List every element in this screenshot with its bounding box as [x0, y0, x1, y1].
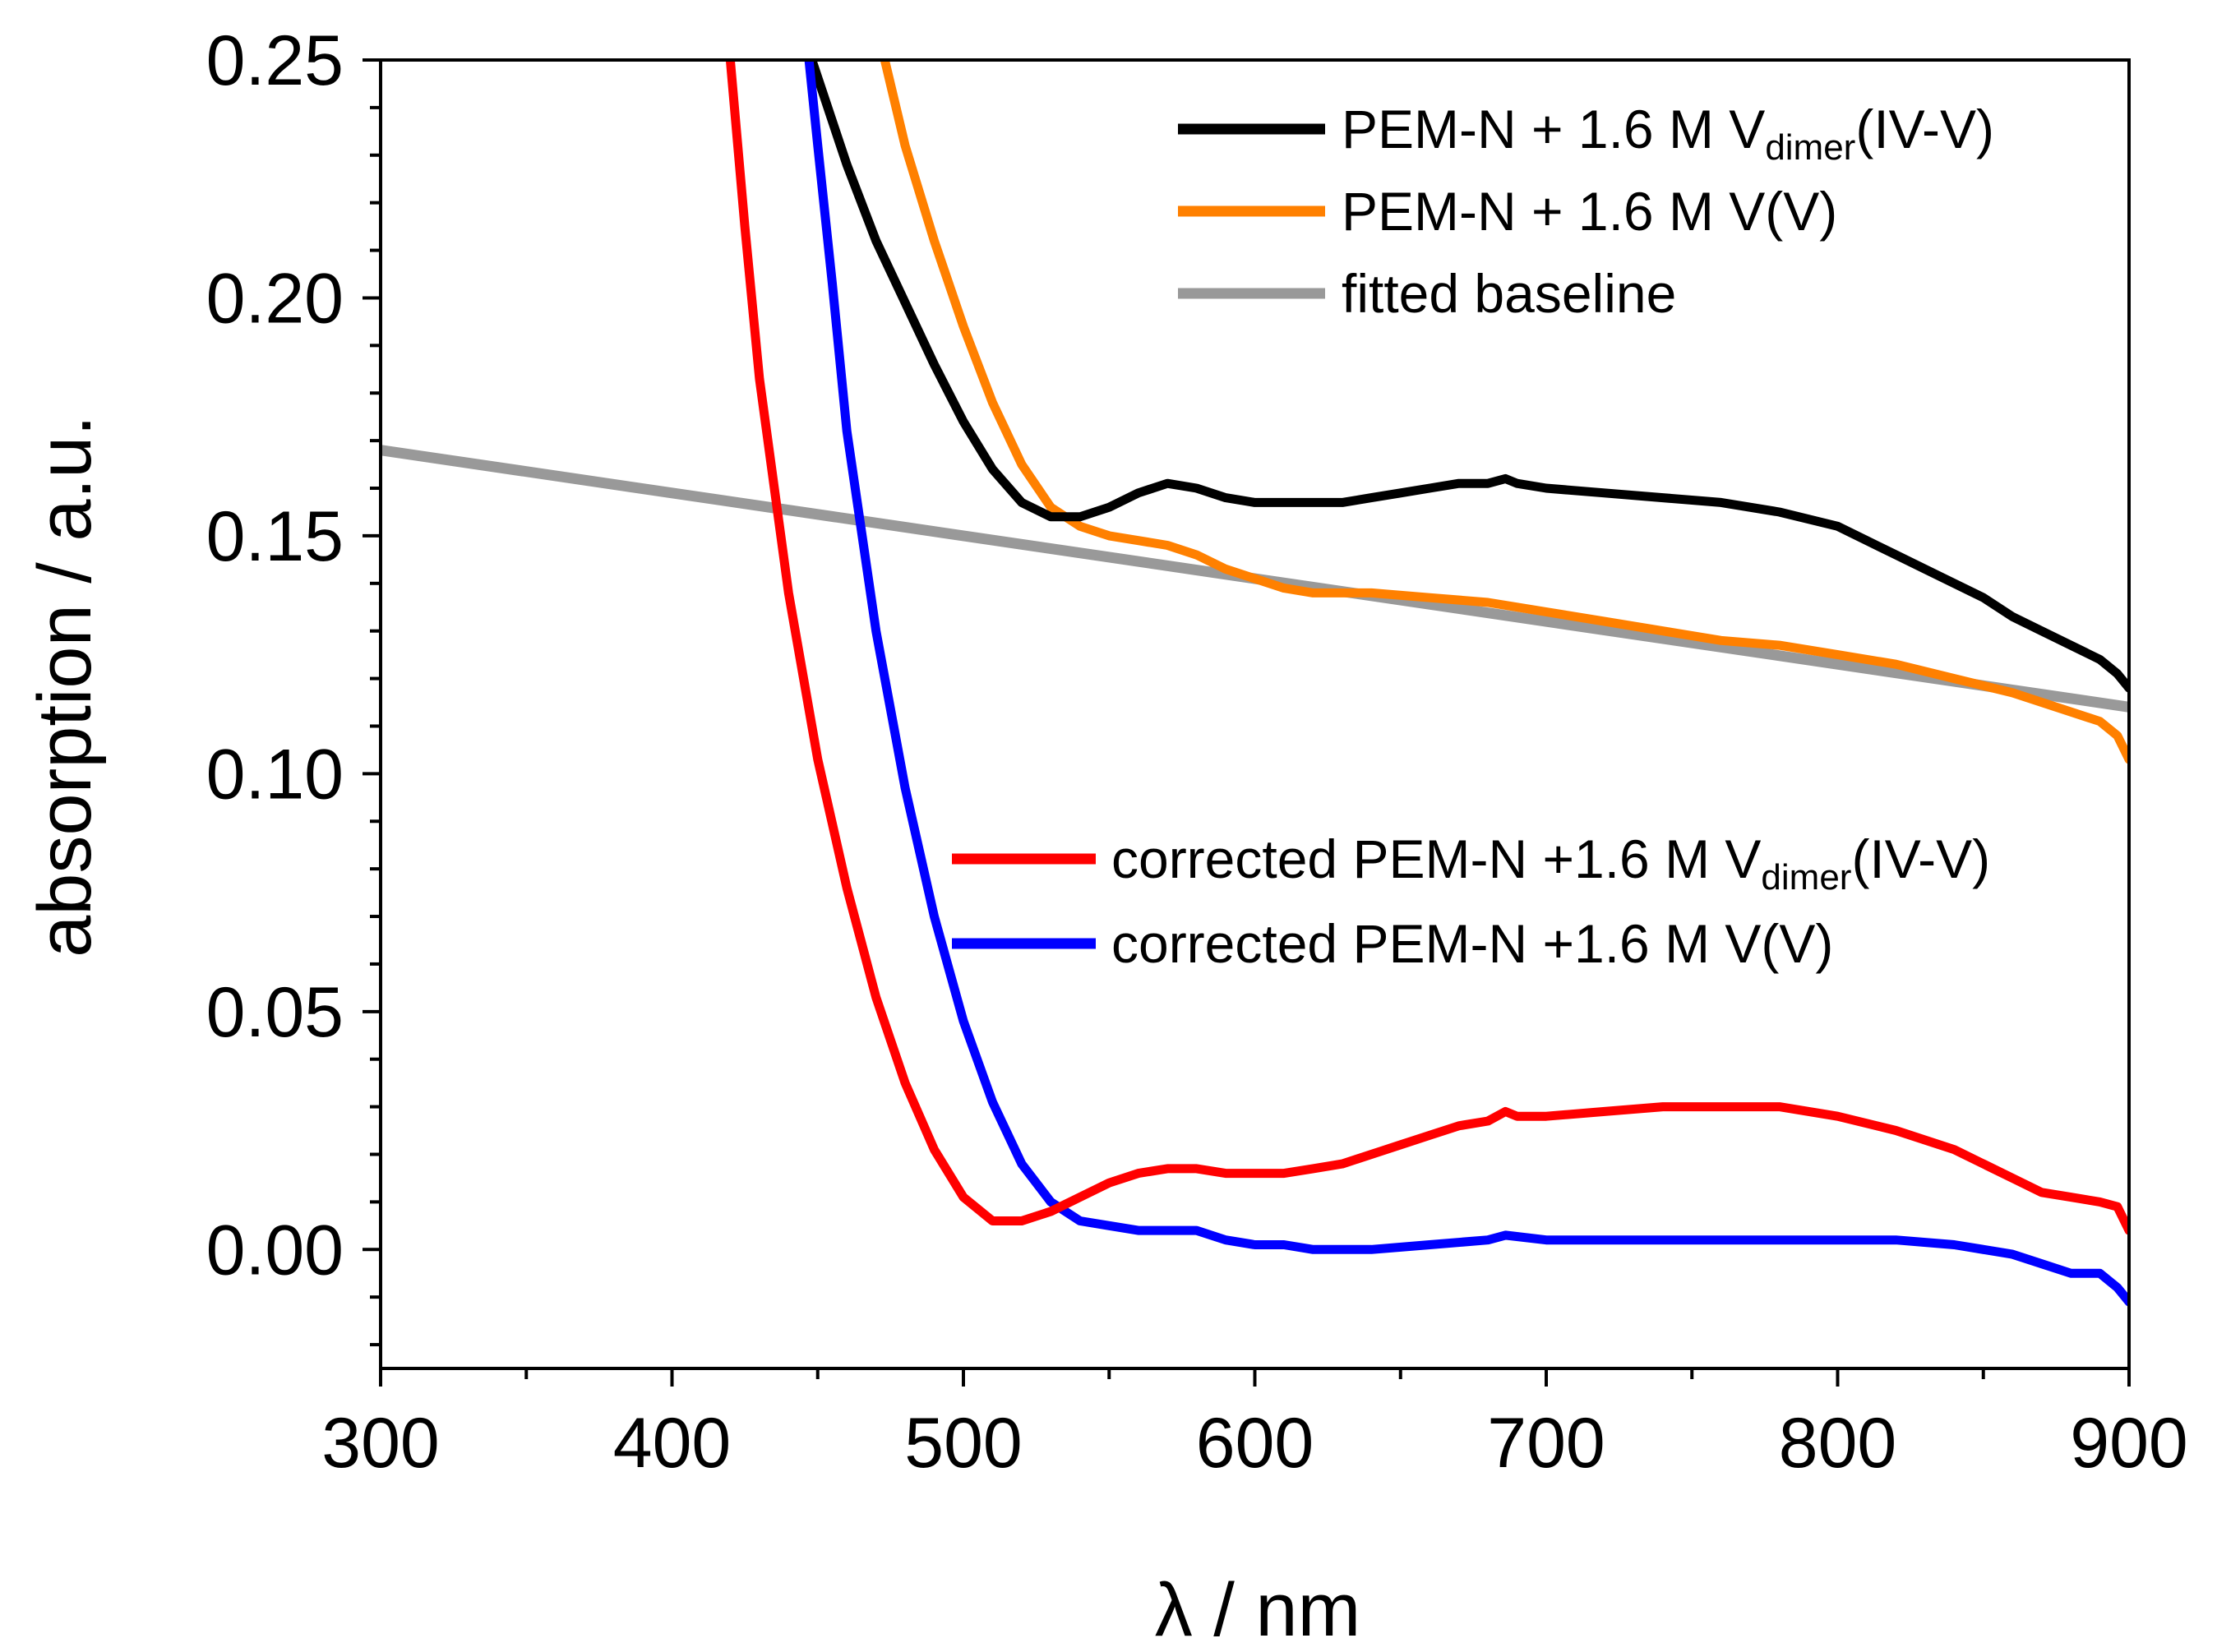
y-axis-title: absorption / a.u. — [23, 415, 107, 958]
x-tick-label: 700 — [1487, 1404, 1605, 1483]
x-tick-label: 500 — [904, 1404, 1023, 1483]
series-line-4 — [725, 60, 2129, 1235]
legend-lower-label-1: corrected PEM-N +1.6 M Vdimer(IV-V) — [1111, 828, 1990, 898]
legend-label-subscript: dimer — [1761, 857, 1851, 898]
legend-label-main: fitted baseline — [1342, 263, 1676, 324]
y-tick-label: 0.25 — [206, 21, 344, 100]
series-line-5 — [804, 60, 2129, 1307]
legend-label-main: PEM-N + 1.6 M V — [1342, 99, 1765, 159]
x-tick-label: 400 — [613, 1404, 732, 1483]
x-tick-label: 900 — [2070, 1404, 2188, 1483]
y-tick-label: 0.15 — [206, 497, 344, 576]
legend-upper-label-2: PEM-N + 1.6 M V(V) — [1342, 181, 1837, 242]
legend-label-subscript: dimer — [1765, 127, 1855, 168]
legend-upper-label-1: PEM-N + 1.6 M Vdimer(IV-V) — [1342, 99, 1994, 168]
y-tick-label: 0.20 — [206, 259, 344, 338]
series-line-1 — [807, 60, 2129, 693]
legend-label-suffix: (IV-V) — [1851, 828, 1990, 889]
x-tick-label: 300 — [321, 1404, 440, 1483]
y-tick-label: 0.05 — [206, 973, 344, 1052]
y-tick-label: 0.10 — [206, 735, 344, 814]
legend-label-main: corrected PEM-N +1.6 M V(V) — [1111, 913, 1833, 974]
axes-layer: 300 400 500 600 700 800 900 0.00 0.05 0.10 0.15 0.2… — [206, 21, 2188, 1483]
legend-layer: PEM-N + 1.6 M Vdimer(IV-V)PEM-N + 1.6 M … — [952, 99, 1994, 974]
series-layer — [381, 60, 2129, 1307]
x-axis-title: λ / nm — [1155, 1568, 1360, 1652]
legend-lower-label-2: corrected PEM-N +1.6 M V(V) — [1111, 913, 1833, 974]
series-line-2 — [880, 60, 2129, 764]
legend-label-main: PEM-N + 1.6 M V(V) — [1342, 181, 1837, 242]
x-tick-label: 800 — [1779, 1404, 1897, 1483]
legend-label-main: corrected PEM-N +1.6 M V — [1111, 828, 1761, 889]
legend-upper-label-3: fitted baseline — [1342, 263, 1676, 324]
x-tick-label: 600 — [1196, 1404, 1314, 1483]
y-tick-label: 0.00 — [206, 1211, 344, 1290]
legend-label-suffix: (IV-V) — [1855, 99, 1994, 159]
